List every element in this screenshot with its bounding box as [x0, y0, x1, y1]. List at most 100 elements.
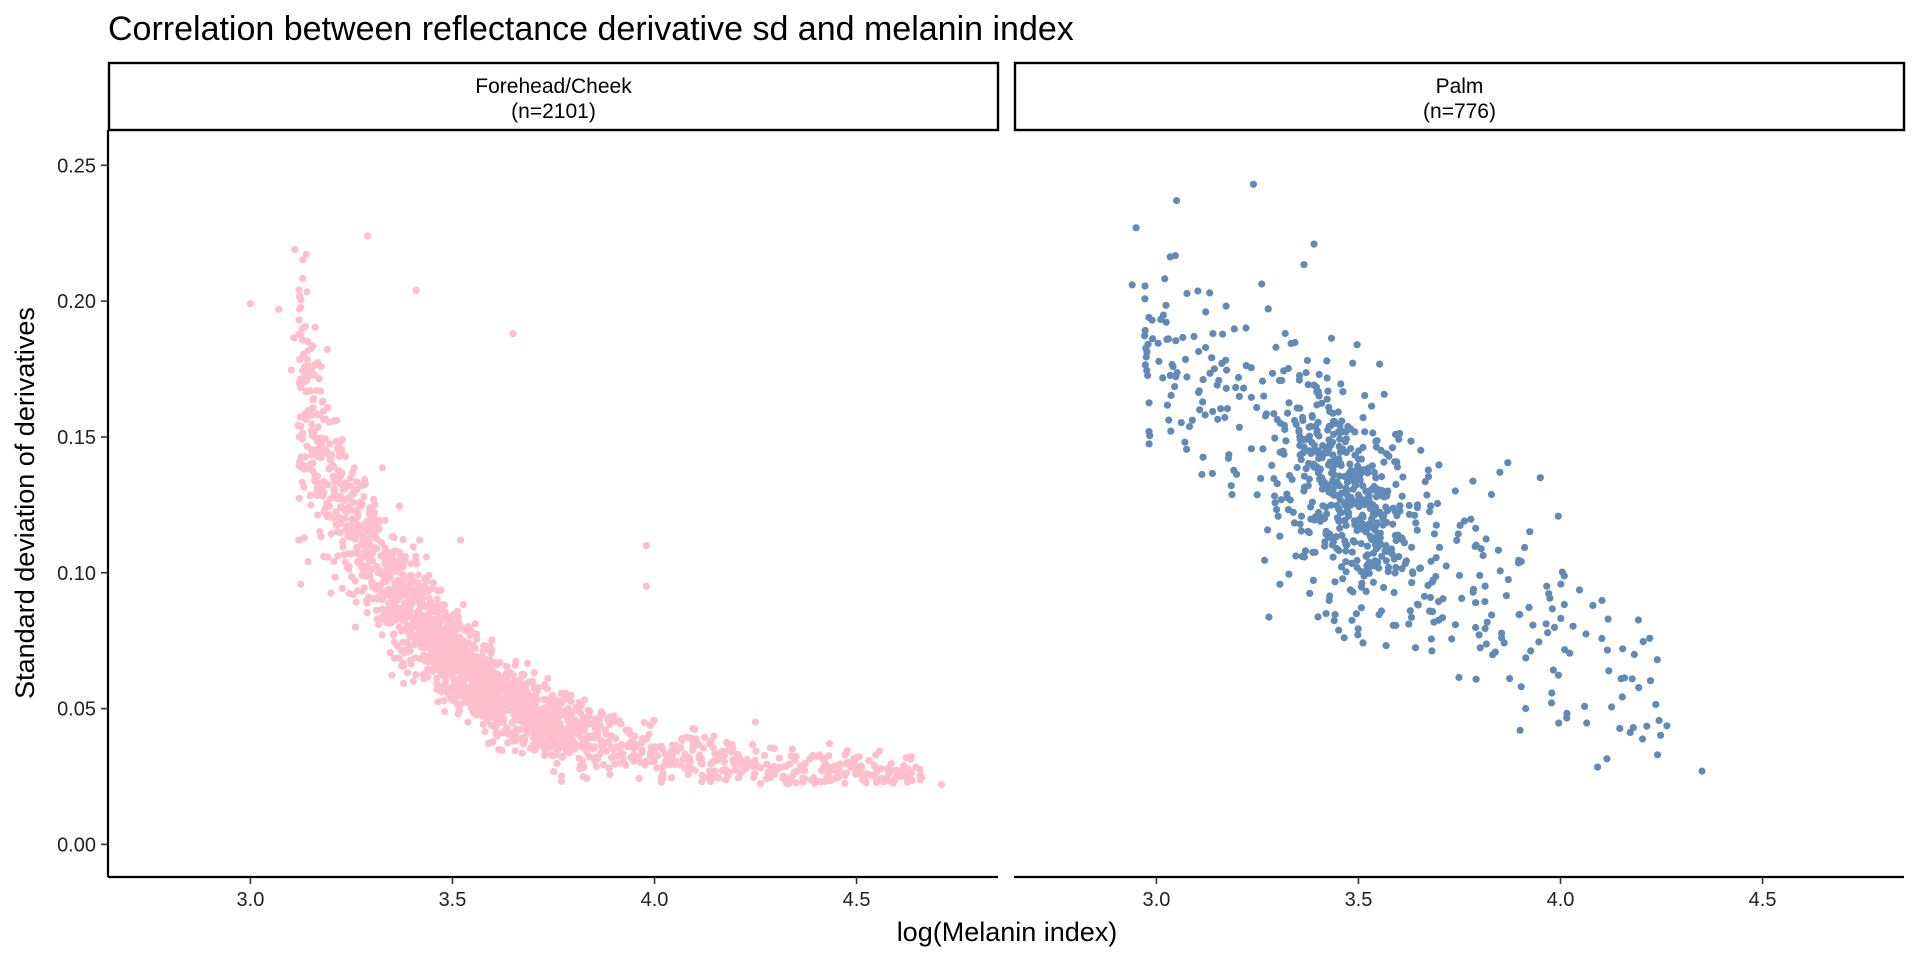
- data-point: [1575, 586, 1584, 594]
- data-point: [438, 614, 446, 623]
- data-point: [1314, 388, 1322, 396]
- data-point: [711, 767, 719, 775]
- data-point: [894, 767, 903, 775]
- data-point: [1172, 337, 1180, 345]
- data-point: [1145, 399, 1153, 407]
- data-point: [399, 662, 408, 670]
- data-point: [313, 491, 321, 499]
- data-point: [1561, 646, 1569, 654]
- data-point: [1376, 509, 1384, 517]
- data-point: [1451, 487, 1459, 495]
- data-point: [605, 738, 613, 746]
- data-point: [1392, 563, 1400, 572]
- x-tick-label: 3.5: [439, 889, 467, 911]
- data-point: [317, 533, 325, 541]
- data-point: [530, 734, 538, 742]
- data-point: [1277, 496, 1285, 504]
- data-point: [1310, 441, 1318, 449]
- data-point: [433, 586, 441, 594]
- data-point: [1375, 611, 1383, 619]
- data-point: [1514, 559, 1523, 567]
- data-point: [330, 557, 338, 565]
- data-point: [1199, 376, 1207, 384]
- data-point: [355, 499, 363, 507]
- data-point: [801, 760, 809, 768]
- data-point: [454, 710, 462, 718]
- data-point: [1331, 611, 1339, 619]
- data-point: [752, 747, 760, 755]
- data-point: [825, 752, 833, 760]
- data-point: [540, 737, 548, 745]
- data-point: [872, 751, 880, 759]
- data-point: [246, 300, 254, 308]
- data-point: [1517, 683, 1525, 691]
- data-point: [499, 684, 507, 692]
- data-point: [1406, 607, 1414, 615]
- data-point: [1295, 371, 1304, 380]
- data-point: [351, 535, 359, 543]
- data-point: [455, 661, 464, 669]
- data-point: [1179, 333, 1187, 342]
- data-point: [1315, 370, 1323, 379]
- data-point: [606, 771, 614, 779]
- data-point: [1227, 482, 1235, 490]
- data-point: [542, 696, 551, 704]
- data-point: [1547, 699, 1556, 707]
- data-point: [429, 605, 437, 614]
- data-point: [351, 623, 360, 631]
- y-tick-label: 0.00: [57, 834, 96, 856]
- data-point: [1339, 575, 1347, 583]
- data-point: [381, 613, 389, 621]
- data-point: [343, 522, 351, 530]
- data-point: [341, 453, 349, 461]
- data-point: [422, 553, 430, 561]
- data-point: [855, 770, 863, 778]
- data-point: [301, 323, 309, 331]
- data-point: [386, 604, 394, 612]
- data-point: [841, 779, 849, 788]
- data-point: [561, 695, 569, 703]
- data-point: [691, 766, 699, 774]
- data-point: [1214, 415, 1222, 423]
- data-point: [388, 671, 396, 679]
- data-point: [443, 659, 451, 667]
- data-point: [1428, 647, 1436, 655]
- data-point: [1394, 531, 1402, 539]
- data-point: [1242, 362, 1250, 370]
- data-point: [407, 560, 415, 568]
- data-point: [1305, 423, 1313, 431]
- data-point: [561, 709, 569, 717]
- data-point: [650, 756, 658, 765]
- data-point: [1363, 542, 1372, 550]
- data-point: [391, 585, 399, 593]
- data-point: [1353, 556, 1361, 565]
- data-point: [409, 677, 417, 685]
- data-point: [326, 502, 334, 510]
- data-point: [303, 288, 311, 296]
- data-point: [1458, 594, 1466, 603]
- data-point: [1357, 540, 1365, 548]
- data-point: [1258, 280, 1266, 288]
- data-point: [547, 723, 556, 731]
- data-point: [327, 589, 335, 597]
- data-point: [750, 774, 758, 782]
- data-point: [1290, 519, 1299, 527]
- data-point: [1331, 578, 1339, 586]
- data-point: [615, 744, 623, 752]
- data-point: [1598, 634, 1606, 643]
- data-point: [435, 632, 443, 640]
- data-point: [332, 508, 340, 516]
- data-point: [1208, 469, 1216, 478]
- data-point: [1373, 485, 1381, 493]
- chart-title: Correlation between reflectance derivati…: [108, 10, 1074, 48]
- data-point: [1329, 553, 1337, 561]
- data-point: [635, 774, 643, 783]
- data-point: [1307, 503, 1315, 511]
- data-point: [1247, 393, 1255, 401]
- data-point: [699, 744, 707, 752]
- data-point: [1351, 428, 1359, 436]
- data-point: [1359, 482, 1367, 490]
- data-point: [479, 720, 487, 728]
- data-point: [1281, 329, 1289, 338]
- data-point: [308, 431, 316, 440]
